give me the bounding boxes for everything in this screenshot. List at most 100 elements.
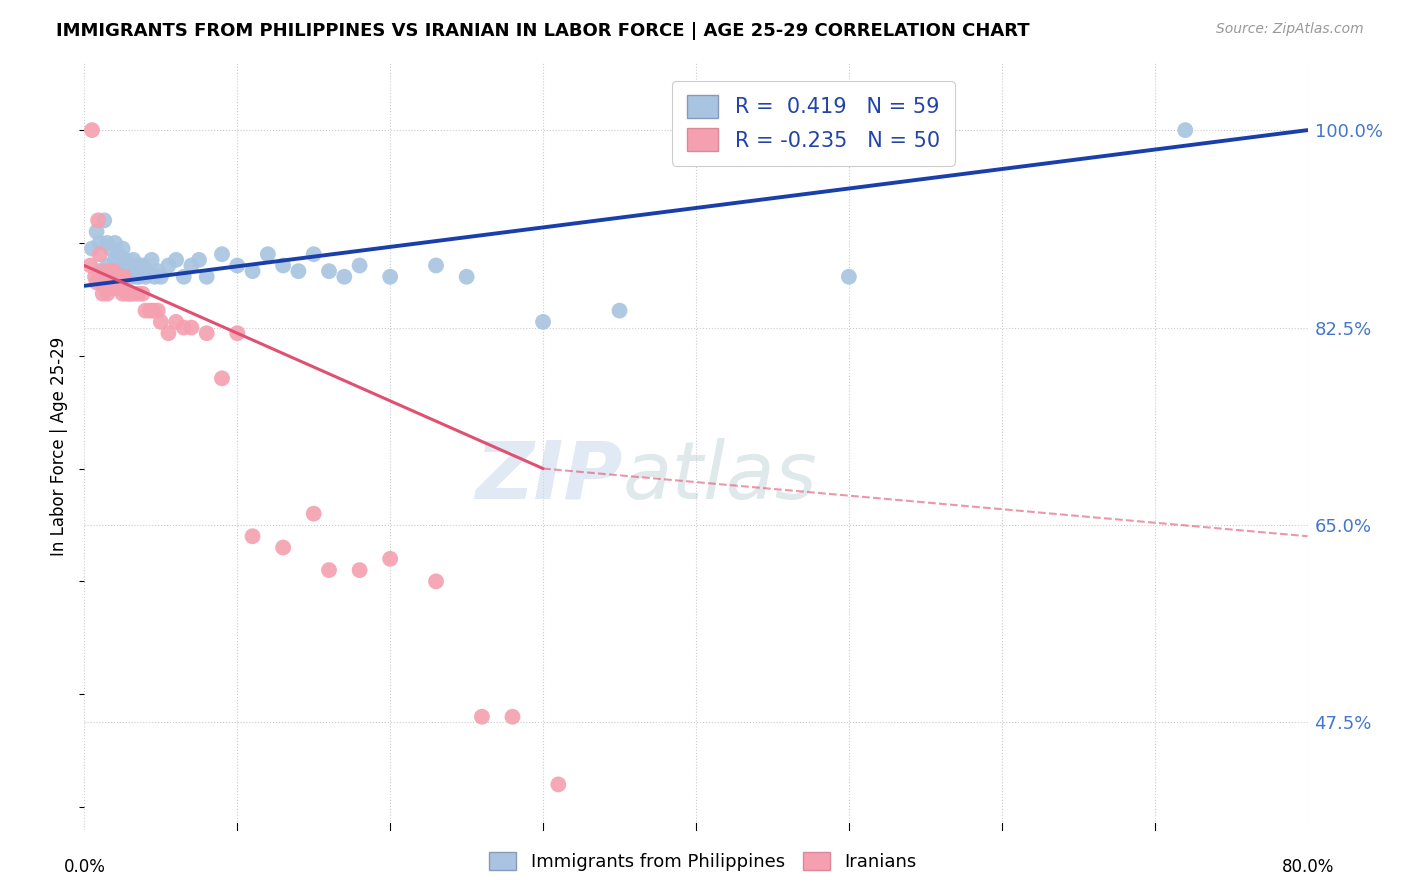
Point: [91, 286, 114, 301]
Point: [180, 320, 202, 334]
Point: [120, 286, 142, 301]
Point: [349, 259, 371, 273]
Point: [149, 269, 172, 284]
Text: Source: ZipAtlas.com: Source: ZipAtlas.com: [1216, 22, 1364, 37]
Point: [101, 281, 124, 295]
Point: [302, 507, 325, 521]
Legend: R =  0.419   N = 59, R = -0.235   N = 50: R = 0.419 N = 59, R = -0.235 N = 50: [672, 80, 955, 166]
Legend: Immigrants from Philippines, Iranians: Immigrants from Philippines, Iranians: [482, 845, 924, 879]
Point: [101, 269, 124, 284]
Point: [271, 259, 294, 273]
Point: [127, 286, 149, 301]
Point: [333, 269, 356, 284]
Point: [318, 563, 340, 577]
Point: [111, 259, 134, 273]
Point: [380, 269, 402, 284]
Point: [107, 247, 129, 261]
Y-axis label: In Labor Force | Age 25-29: In Labor Force | Age 25-29: [51, 336, 69, 556]
Point: [143, 269, 166, 284]
Point: [87, 213, 110, 227]
Point: [146, 264, 169, 278]
Point: [112, 269, 135, 284]
Point: [91, 276, 114, 290]
Point: [135, 303, 157, 318]
Point: [114, 252, 136, 267]
Point: [93, 213, 115, 227]
Point: [79, 259, 101, 273]
Point: [94, 281, 117, 295]
Point: [138, 264, 160, 278]
Point: [188, 252, 211, 267]
Point: [302, 247, 325, 261]
Point: [226, 326, 249, 341]
Point: [89, 235, 111, 250]
Point: [531, 315, 554, 329]
Point: [425, 259, 447, 273]
Point: [131, 259, 153, 273]
Point: [242, 529, 264, 543]
Point: [271, 541, 294, 555]
Point: [318, 264, 340, 278]
Point: [142, 303, 165, 318]
Point: [135, 269, 157, 284]
Point: [120, 259, 142, 273]
Point: [96, 235, 118, 250]
Text: ZIP: ZIP: [475, 438, 623, 516]
Point: [93, 264, 115, 278]
Point: [98, 242, 121, 256]
Point: [89, 269, 111, 284]
Point: [173, 269, 195, 284]
Point: [165, 315, 187, 329]
Point: [108, 264, 131, 278]
Point: [125, 269, 148, 284]
Point: [96, 286, 118, 301]
Point: [211, 247, 233, 261]
Point: [425, 574, 447, 589]
Text: IMMIGRANTS FROM PHILIPPINES VS IRANIAN IN LABOR FORCE | AGE 25-29 CORRELATION CH: IMMIGRANTS FROM PHILIPPINES VS IRANIAN I…: [56, 22, 1029, 40]
Point: [122, 252, 145, 267]
Point: [131, 286, 153, 301]
Point: [146, 303, 169, 318]
Point: [165, 252, 187, 267]
Point: [287, 264, 309, 278]
Point: [242, 264, 264, 278]
Point: [195, 326, 218, 341]
Text: atlas: atlas: [623, 438, 817, 516]
Point: [349, 563, 371, 577]
Point: [157, 259, 180, 273]
Point: [127, 259, 149, 273]
Point: [108, 269, 131, 284]
Point: [112, 269, 135, 284]
Point: [105, 269, 128, 284]
Point: [141, 252, 163, 267]
Point: [86, 225, 108, 239]
Point: [124, 264, 146, 278]
Point: [90, 269, 112, 284]
Point: [502, 710, 524, 724]
Text: 80.0%: 80.0%: [1281, 858, 1334, 876]
Point: [173, 320, 195, 334]
Point: [103, 264, 125, 278]
Point: [121, 269, 143, 284]
Point: [115, 264, 138, 278]
Point: [838, 269, 860, 284]
Point: [97, 281, 120, 295]
Point: [84, 269, 107, 284]
Point: [80, 242, 103, 256]
Point: [96, 269, 118, 284]
Point: [195, 269, 218, 284]
Point: [257, 247, 280, 261]
Text: 0.0%: 0.0%: [63, 858, 105, 876]
Point: [111, 242, 134, 256]
Point: [111, 286, 134, 301]
Point: [80, 123, 103, 137]
Point: [104, 235, 127, 250]
Point: [105, 269, 128, 284]
Point: [104, 281, 127, 295]
Point: [149, 315, 172, 329]
Point: [98, 264, 121, 278]
Point: [110, 276, 132, 290]
Point: [86, 276, 108, 290]
Point: [157, 326, 180, 341]
Point: [96, 259, 118, 273]
